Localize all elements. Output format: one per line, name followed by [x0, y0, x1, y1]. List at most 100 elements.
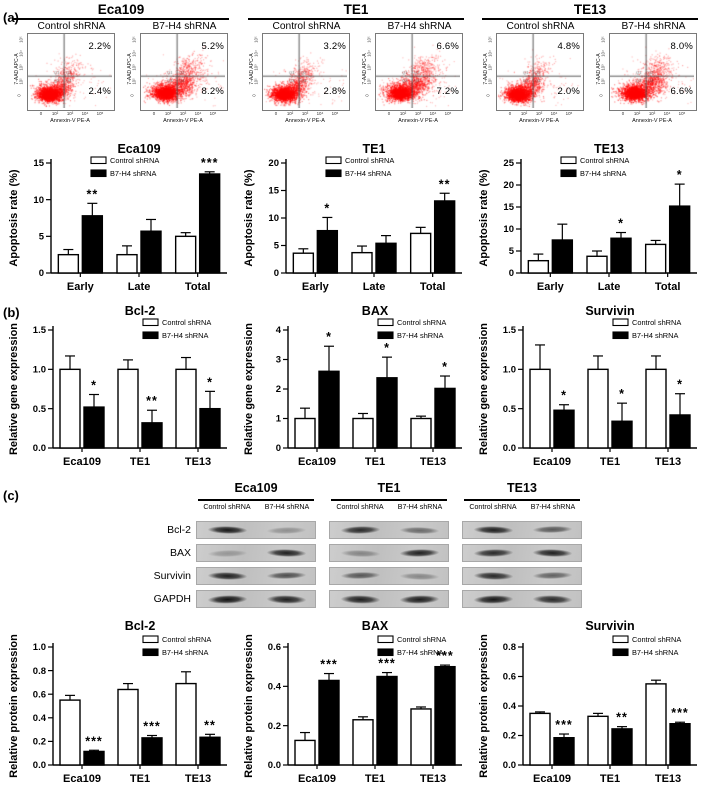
category-label: TE13: [420, 456, 446, 468]
category-label: Eca109: [63, 773, 101, 785]
bar-control: [409, 232, 432, 274]
y-tick-label: 3: [276, 355, 281, 366]
y-tick-label: 0.4: [503, 701, 517, 712]
bar-control: [644, 243, 667, 274]
flow-x-axis-label: Annexin-V PE-A: [163, 117, 203, 124]
lower-right-quadrant-pct: 2.0%: [557, 85, 580, 97]
protein-band: [260, 570, 313, 582]
flow-x-tick: 10⁴: [663, 110, 671, 116]
y-tick-label: 25: [503, 158, 514, 169]
bar-control: [586, 255, 608, 274]
significance-stars: *: [91, 379, 97, 393]
upper-right-quadrant-pct: 6.6%: [436, 40, 459, 52]
y-axis-label: Relative protein expression: [478, 634, 490, 778]
blot-row-label-GAPDH: GAPDH: [153, 593, 191, 605]
protein-band: [393, 570, 446, 581]
flow-group-Eca109: Eca109 Control shRNA B7-H4 shRNA 7-AAD APC-…: [8, 2, 234, 133]
bar-knockdown: [141, 422, 163, 449]
flow-y-tick: 10³: [253, 63, 259, 71]
legend-swatch: [90, 169, 107, 178]
legend-swatch: [90, 156, 107, 165]
y-tick-label: 0: [39, 268, 44, 279]
bar-control: [587, 715, 609, 766]
category-label: Total: [185, 281, 210, 293]
blot-group-underline: [331, 499, 447, 501]
flow-y-tick: 10²: [366, 77, 372, 85]
panel-b-label: (b): [3, 305, 20, 320]
chart-title: Eca109: [117, 142, 160, 156]
legend-swatch: [142, 648, 159, 657]
bar-knockdown: [318, 370, 340, 449]
bar-control: [294, 417, 316, 449]
category-label: Eca109: [533, 456, 571, 468]
bar-knockdown: [611, 420, 633, 449]
significance-stars: *: [326, 330, 332, 344]
bar-knockdown: [668, 205, 691, 274]
significance-stars: *: [677, 378, 683, 392]
lower-right-quadrant-pct: 7.2%: [436, 85, 459, 97]
bar-control: [175, 682, 197, 766]
blot-strip-Bcl-2: [462, 521, 582, 539]
protein-band: [526, 570, 579, 582]
significance-stars: **: [204, 718, 216, 732]
protein-band: [201, 548, 254, 558]
flow-x-axis-label: Annexin-V PE-A: [285, 117, 325, 124]
protein-band: [334, 524, 387, 536]
y-tick-label: 10: [268, 213, 279, 224]
significance-stars: **: [439, 177, 451, 191]
flow-y-tick: 10²: [18, 77, 24, 85]
blot-lane-label: B7-H4 shRNA: [530, 503, 576, 511]
y-tick-label: 4: [276, 325, 282, 336]
significance-stars: **: [616, 711, 628, 725]
flow-x-tick: 10³: [535, 110, 543, 116]
significance-stars: ***: [320, 658, 338, 672]
legend-swatch: [560, 156, 577, 165]
flow-column-labels: Control shRNA B7-H4 shRNA: [8, 21, 234, 32]
blot-strip-GAPDH: [196, 590, 316, 608]
bar-chart-protein-bcl2: Bcl-2 Relative protein expression 0.0 0.2 0.…: [8, 619, 227, 785]
legend-label: B7-H4 shRNA: [632, 648, 678, 657]
significance-stars: *: [442, 360, 448, 374]
flow-y-tick: 10²: [131, 77, 137, 85]
protein-band: [334, 592, 387, 606]
blot-lane-label: Control shRNA: [203, 503, 251, 511]
category-label: TE13: [655, 456, 681, 468]
flow-scatter-canvas: [141, 33, 225, 108]
bar-control: [174, 235, 197, 274]
flow-x-tick: 10³: [648, 110, 656, 116]
category-label: Eca109: [533, 773, 571, 785]
flow-plot-Eca109-control: 7-AAD APC-A 10⁵ 10⁴ 10³ 10² 0 2.2% 2.4% 0 10² 10³ 1…: [13, 32, 116, 133]
y-tick-label: 1.5: [503, 325, 517, 336]
chart-title: TE1: [363, 142, 386, 156]
bar-control: [410, 417, 432, 449]
legend-label: B7-H4 shRNA: [580, 169, 626, 178]
flow-y-tick: 0: [598, 93, 604, 97]
legend-swatch: [612, 648, 629, 657]
blot-strip-GAPDH: [329, 590, 449, 608]
upper-right-quadrant-pct: 3.2%: [323, 40, 346, 52]
upper-right-quadrant-pct: 2.2%: [88, 40, 111, 52]
y-tick-label: 0.2: [268, 721, 281, 732]
flow-y-tick: 10⁴: [487, 49, 493, 57]
flow-x-tick: 0: [621, 110, 625, 116]
category-label: Late: [363, 281, 386, 293]
flow-y-tick: 10⁵: [18, 35, 24, 43]
flow-x-tick: 10²: [164, 110, 172, 116]
category-label: Eca109: [63, 456, 101, 468]
category-label: TE13: [655, 773, 681, 785]
chart-title: Bcl-2: [125, 304, 156, 318]
legend-swatch: [142, 331, 159, 340]
flow-column-label: B7-H4 shRNA: [621, 20, 686, 32]
y-tick-label: 0: [509, 268, 514, 279]
flow-scatter-canvas: [263, 33, 347, 108]
category-label: TE13: [420, 773, 446, 785]
protein-band: [393, 547, 446, 559]
blot-strip-Bcl-2: [329, 521, 449, 539]
significance-stars: *: [619, 387, 625, 401]
category-label: TE1: [130, 456, 150, 468]
significance-stars: ***: [143, 720, 161, 734]
legend-swatch: [142, 318, 159, 327]
flow-group-underline: [248, 18, 464, 20]
panel-c-label: (c): [3, 488, 19, 503]
